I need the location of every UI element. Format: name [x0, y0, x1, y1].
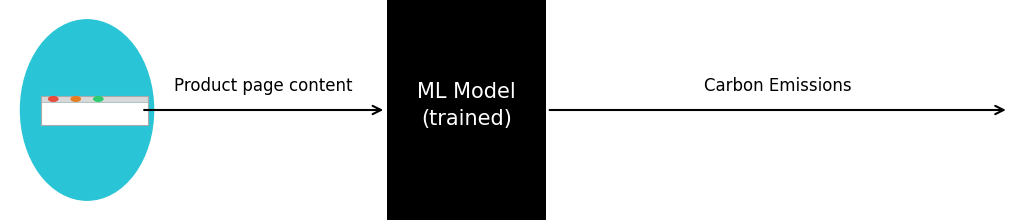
Bar — [41, 102, 148, 125]
Bar — [41, 96, 148, 102]
Text: Carbon Emissions: Carbon Emissions — [703, 77, 852, 95]
Text: ML Model
(trained): ML Model (trained) — [417, 82, 516, 129]
Text: Product page content: Product page content — [174, 77, 353, 95]
Bar — [387, 0, 546, 220]
Ellipse shape — [72, 97, 81, 101]
Ellipse shape — [94, 97, 102, 101]
Bar — [41, 96, 148, 125]
Ellipse shape — [49, 97, 57, 101]
Ellipse shape — [20, 20, 154, 200]
